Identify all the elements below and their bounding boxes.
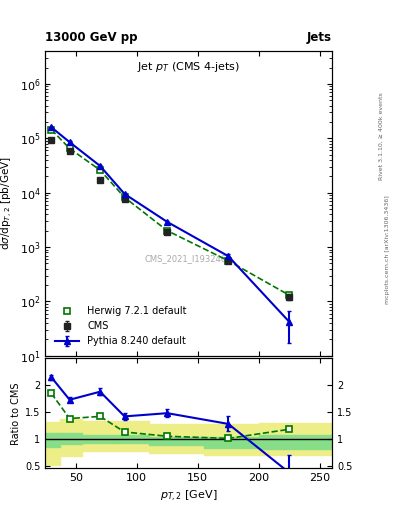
Y-axis label: Ratio to CMS: Ratio to CMS — [11, 382, 21, 445]
Herwig 7.2.1 default — [165, 228, 170, 234]
Text: 13000 GeV pp: 13000 GeV pp — [45, 31, 138, 44]
Text: Jet $p_T$ (CMS 4-jets): Jet $p_T$ (CMS 4-jets) — [137, 60, 240, 74]
Herwig 7.2.1 default — [98, 167, 103, 173]
Herwig 7.2.1 default — [226, 258, 231, 264]
Text: mcplots.cern.ch [arXiv:1306.3436]: mcplots.cern.ch [arXiv:1306.3436] — [385, 195, 389, 304]
Legend: Herwig 7.2.1 default, CMS, Pythia 8.240 default: Herwig 7.2.1 default, CMS, Pythia 8.240 … — [50, 302, 191, 351]
Text: Rivet 3.1.10, ≥ 400k events: Rivet 3.1.10, ≥ 400k events — [379, 93, 384, 180]
Herwig 7.2.1 default — [122, 195, 127, 201]
Text: CMS_2021_I1932460: CMS_2021_I1932460 — [145, 254, 232, 263]
Text: Jets: Jets — [307, 31, 332, 44]
Herwig 7.2.1 default — [49, 126, 54, 133]
Herwig 7.2.1 default — [287, 292, 292, 298]
Herwig 7.2.1 default — [67, 145, 72, 152]
Line: Herwig 7.2.1 default: Herwig 7.2.1 default — [48, 126, 292, 298]
X-axis label: $p_{T,2}$ [GeV]: $p_{T,2}$ [GeV] — [160, 489, 217, 504]
Y-axis label: d$\sigma$/dp$_{T,2}$ [pb/GeV]: d$\sigma$/dp$_{T,2}$ [pb/GeV] — [0, 157, 15, 250]
